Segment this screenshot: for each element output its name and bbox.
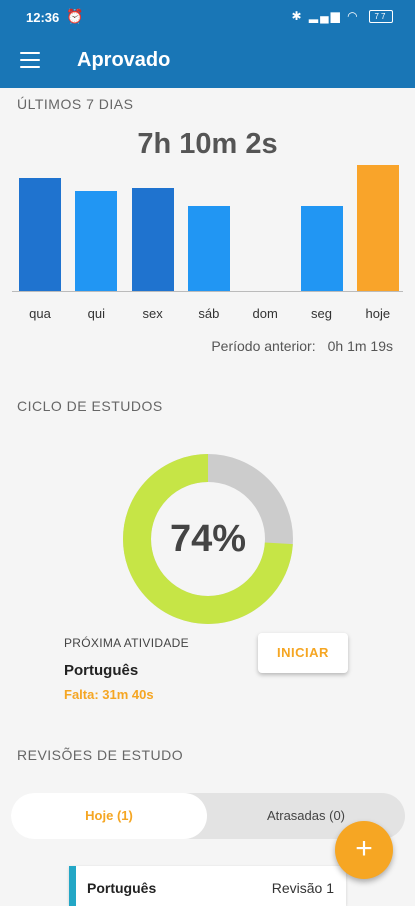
chart-bar-hoje — [356, 165, 399, 291]
alarm-icon: ⏰ — [66, 8, 84, 24]
review-item[interactable]: Português Revisão 1 — [69, 866, 346, 906]
cycle-percent: 74% — [169, 518, 247, 560]
chart-bar-seg — [300, 206, 343, 291]
app-bar: Aprovado — [0, 36, 415, 88]
status-time: 12:36 — [26, 10, 60, 25]
tab-today[interactable]: Hoje (1) — [11, 793, 207, 839]
signal-icon: ▂▄▆ — [308, 9, 342, 23]
status-bar: 12:36 ⏰ ✱ ▂▄▆ ◠ 77 — [0, 0, 415, 36]
status-icons: ✱ ▂▄▆ ◠ 77 — [291, 9, 393, 24]
previous-period-value: 0h 1m 19s — [327, 338, 393, 354]
reviews-tabs: Hoje (1) Atrasadas (0) — [11, 793, 405, 839]
total-study-time: 7h 10m 2s — [137, 128, 278, 160]
chart-day-label: dom — [252, 306, 278, 321]
weekly-bar-chart: qua qui sex sáb dom seg hoje — [12, 160, 403, 330]
review-accent — [69, 866, 76, 906]
previous-period: Período anterior: 0h 1m 19s — [211, 338, 393, 354]
chart-day-label: qui — [87, 306, 105, 321]
cycle-title: CICLO DE ESTUDOS — [17, 398, 163, 414]
next-activity-remaining: Falta: 31m 40s — [64, 687, 154, 702]
last7-title: ÚLTIMOS 7 DIAS — [17, 96, 134, 112]
start-button[interactable]: INICIAR — [258, 633, 348, 673]
chart-day-label: seg — [311, 306, 332, 321]
next-activity-subject: Português — [64, 662, 139, 679]
battery-icon: 77 — [369, 10, 393, 24]
chart-day-label: qua — [29, 306, 51, 321]
review-subject: Português — [87, 880, 157, 896]
chart-bar-sex — [131, 188, 174, 291]
bluetooth-icon: ✱ — [291, 9, 304, 23]
chart-bar-qui — [75, 191, 118, 291]
app-title: Aprovado — [77, 49, 171, 71]
review-revision: Revisão 1 — [271, 880, 334, 896]
tab-overdue[interactable]: Atrasadas (0) — [266, 808, 346, 823]
chart-day-label: sáb — [198, 306, 220, 321]
chart-day-label: hoje — [365, 306, 391, 321]
cycle-progress-donut — [123, 454, 293, 624]
previous-period-label: Período anterior: — [211, 338, 316, 354]
menu-icon[interactable] — [20, 52, 40, 68]
next-activity-label: PRÓXIMA ATIVIDADE — [64, 636, 189, 650]
chart-bar-qua — [19, 178, 61, 291]
wifi-icon: ◠ — [347, 9, 360, 23]
donut-progress — [123, 454, 293, 624]
chart-bar-sáb — [187, 206, 230, 291]
chart-day-label: sex — [142, 306, 163, 321]
reviews-title: REVISÕES DE ESTUDO — [17, 747, 184, 763]
add-button[interactable]: + — [335, 821, 393, 879]
chart-baseline — [12, 291, 403, 292]
